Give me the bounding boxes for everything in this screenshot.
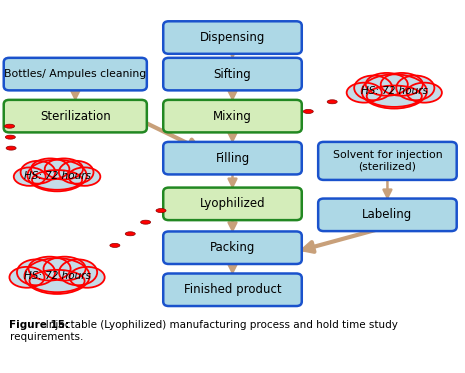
Ellipse shape: [9, 267, 45, 288]
Text: HS: 72 hours: HS: 72 hours: [24, 271, 91, 281]
Text: Figure 15:: Figure 15:: [9, 320, 73, 330]
Ellipse shape: [396, 76, 434, 100]
Ellipse shape: [140, 220, 151, 224]
Text: HS: 72 hours: HS: 72 hours: [24, 170, 91, 181]
Ellipse shape: [17, 259, 55, 285]
Ellipse shape: [156, 209, 166, 213]
FancyBboxPatch shape: [163, 232, 302, 264]
Ellipse shape: [381, 73, 423, 96]
Text: Mixing: Mixing: [213, 110, 252, 123]
Ellipse shape: [125, 232, 135, 236]
FancyBboxPatch shape: [163, 58, 302, 90]
Text: Sifting: Sifting: [213, 68, 252, 81]
FancyBboxPatch shape: [163, 100, 302, 132]
Ellipse shape: [29, 270, 85, 292]
Ellipse shape: [6, 146, 16, 150]
Ellipse shape: [362, 74, 427, 109]
Ellipse shape: [346, 83, 382, 103]
FancyBboxPatch shape: [163, 188, 302, 220]
Ellipse shape: [28, 257, 71, 280]
Ellipse shape: [5, 124, 14, 128]
Text: Injectable (Lyophilized) manufacturing process and hold time study
requirements.: Injectable (Lyophilized) manufacturing p…: [10, 320, 398, 342]
Text: Labeling: Labeling: [362, 209, 412, 221]
Ellipse shape: [59, 259, 97, 285]
Text: Sterilization: Sterilization: [40, 110, 111, 123]
Ellipse shape: [110, 244, 120, 247]
Text: Lyophilized: Lyophilized: [199, 197, 266, 210]
FancyBboxPatch shape: [4, 58, 147, 90]
Text: HS: 72 hours: HS: 72 hours: [361, 87, 428, 97]
FancyBboxPatch shape: [163, 21, 302, 54]
Ellipse shape: [31, 159, 69, 179]
Ellipse shape: [59, 161, 93, 184]
Ellipse shape: [25, 258, 90, 294]
Ellipse shape: [407, 83, 442, 103]
FancyBboxPatch shape: [163, 142, 302, 175]
Ellipse shape: [367, 85, 422, 107]
Ellipse shape: [70, 267, 105, 288]
FancyBboxPatch shape: [4, 100, 147, 132]
Ellipse shape: [303, 109, 313, 113]
Text: Finished product: Finished product: [184, 283, 281, 296]
Ellipse shape: [365, 73, 408, 96]
FancyBboxPatch shape: [318, 198, 457, 231]
Ellipse shape: [20, 161, 55, 184]
Ellipse shape: [32, 170, 82, 190]
Ellipse shape: [14, 167, 46, 186]
Text: Solvent for injection
(sterilized): Solvent for injection (sterilized): [332, 150, 442, 172]
Text: Dispensing: Dispensing: [200, 31, 265, 44]
FancyBboxPatch shape: [163, 273, 302, 306]
Text: Bottles/ Ampules cleaning: Bottles/ Ampules cleaning: [4, 69, 146, 79]
Text: Filling: Filling: [215, 152, 250, 164]
Ellipse shape: [68, 167, 100, 186]
Text: Packing: Packing: [210, 241, 255, 254]
Ellipse shape: [27, 160, 86, 191]
Ellipse shape: [45, 159, 83, 179]
Ellipse shape: [44, 257, 86, 280]
Ellipse shape: [5, 135, 15, 139]
FancyBboxPatch shape: [318, 142, 457, 180]
Ellipse shape: [327, 100, 337, 104]
Ellipse shape: [354, 76, 392, 100]
